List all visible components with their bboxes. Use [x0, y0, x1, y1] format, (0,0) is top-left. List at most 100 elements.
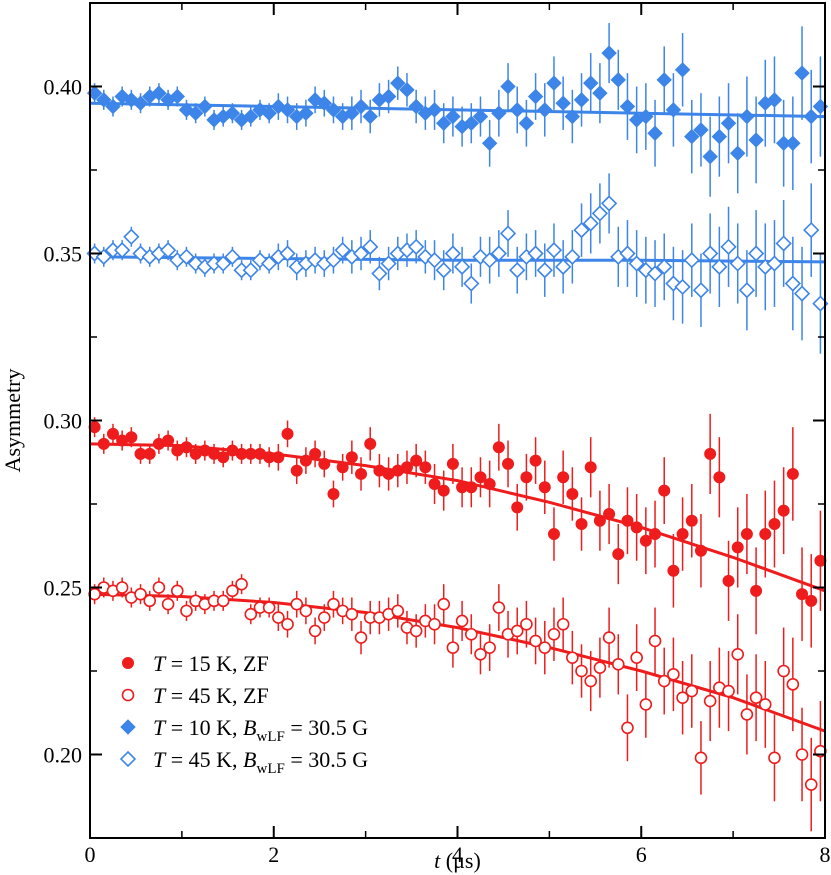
data-point [380, 255, 397, 272]
data-point [436, 115, 452, 131]
data-point [729, 255, 746, 272]
data-point [364, 437, 377, 450]
legend-marker [122, 657, 134, 669]
data-point [97, 437, 110, 450]
x-axis-label: t (μs) [434, 848, 481, 873]
data-point [573, 92, 590, 108]
data-point [428, 617, 441, 631]
data-point [132, 95, 149, 111]
data-point [162, 434, 175, 447]
data-point [749, 691, 763, 705]
legend-label: T = 10 K, BwLF = 30.5 G [153, 715, 368, 745]
data-point [281, 427, 294, 440]
data-point [777, 504, 790, 517]
data-point [603, 508, 616, 521]
data-point [511, 501, 524, 514]
data-point [446, 641, 460, 654]
data-point [216, 594, 230, 608]
data-point [575, 664, 588, 678]
data-point [235, 577, 248, 591]
data-point [143, 594, 157, 608]
data-point [704, 447, 717, 460]
data-point [143, 447, 156, 460]
data-point [327, 487, 340, 500]
data-point [685, 684, 699, 698]
data-point [345, 451, 358, 464]
data-point [538, 481, 551, 494]
data-point [564, 248, 581, 265]
data-point [805, 594, 818, 607]
data-point [547, 528, 560, 541]
data-point [557, 471, 570, 484]
data-point [713, 471, 726, 484]
data-point [722, 574, 735, 587]
data-point [327, 597, 340, 611]
data-point [649, 528, 662, 541]
data-point [317, 611, 331, 624]
y-tick-label: 0.30 [44, 409, 83, 434]
data-point [784, 275, 801, 292]
data-point [720, 115, 737, 131]
x-tick-label: 6 [636, 842, 647, 867]
data-point [740, 528, 753, 541]
data-point [325, 252, 342, 269]
data-point [390, 75, 406, 91]
data-point [180, 604, 193, 618]
data-point [483, 641, 496, 654]
data-point [794, 65, 810, 81]
data-point [683, 252, 700, 269]
data-point [684, 128, 700, 145]
data-point [152, 581, 166, 594]
data-point [538, 641, 552, 654]
y-axis-label: Asymmetry [0, 369, 25, 473]
data-point [547, 627, 561, 641]
data-point [630, 651, 643, 664]
data-point [224, 105, 241, 121]
data-point [325, 102, 342, 118]
data-point [739, 108, 755, 125]
data-point [279, 245, 296, 262]
data-point [593, 661, 607, 674]
data-point [583, 75, 599, 91]
data-point [612, 548, 625, 561]
y-tick-label: 0.40 [44, 75, 83, 100]
data-point [114, 242, 131, 259]
legend-item-3: T = 10 K, BwLF = 30.5 G [120, 715, 368, 745]
data-point [602, 631, 616, 644]
data-point [593, 514, 606, 527]
y-tick-label: 0.20 [44, 743, 83, 768]
data-point [786, 678, 800, 691]
data-point [299, 454, 312, 467]
data-point [499, 225, 517, 242]
data-point [731, 647, 745, 661]
data-point [464, 627, 478, 641]
data-point [546, 75, 562, 91]
data-point [299, 604, 313, 618]
data-point [500, 78, 516, 95]
legend-marker [120, 719, 136, 735]
data-point [261, 105, 277, 121]
data-point [279, 102, 296, 118]
data-point [584, 461, 597, 474]
data-point [702, 148, 718, 165]
data-point [619, 98, 636, 115]
data-point [692, 282, 710, 299]
data-point [355, 467, 368, 480]
data-point [527, 88, 544, 105]
data-point [354, 631, 368, 644]
legend-item-2: T = 45 K, ZF [121, 683, 269, 708]
data-point [362, 108, 378, 125]
data-point [453, 258, 471, 275]
legend-label: T = 45 K, BwLF = 30.5 G [153, 747, 368, 777]
data-point [509, 102, 525, 118]
data-point [344, 105, 360, 121]
data-point [759, 528, 772, 541]
data-point [125, 431, 138, 444]
x-tick-label: 2 [268, 842, 279, 867]
data-point [472, 108, 489, 125]
y-tick-label: 0.35 [44, 242, 83, 267]
data-point [775, 235, 792, 252]
data-point [215, 255, 232, 272]
data-point [639, 534, 652, 547]
legend: T = 15 K, ZF T = 45 K, ZF T = 10 K, BwLF =… [119, 651, 368, 777]
